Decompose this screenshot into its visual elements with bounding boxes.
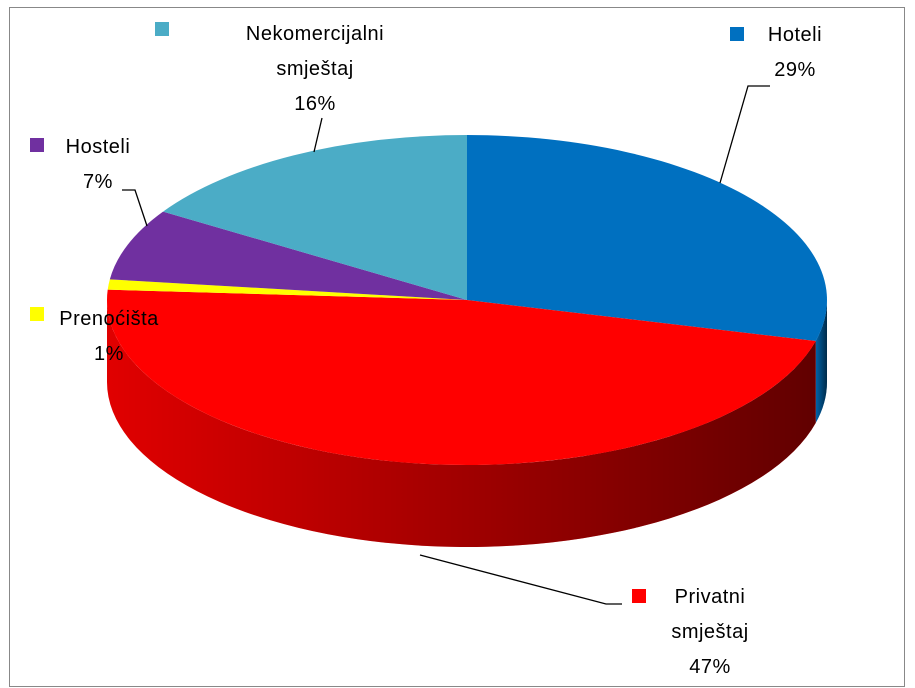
data-label: Nekomercijalni smještaj 16% xyxy=(215,17,415,122)
value-label: 29% xyxy=(774,59,816,81)
leader-line xyxy=(313,117,323,153)
category-label: Hosteli xyxy=(65,136,131,158)
slice-side-shade xyxy=(106,300,816,548)
data-label: Prenoćišta 1% xyxy=(50,302,168,372)
pie-sides xyxy=(106,300,827,548)
slice xyxy=(109,211,467,300)
legend-swatch xyxy=(30,307,44,321)
leader-line xyxy=(122,189,148,227)
legend-swatch xyxy=(632,589,646,603)
category-label: Nekomercijalni smještaj xyxy=(245,23,385,80)
legend-swatch xyxy=(30,138,44,152)
data-label: Hoteli 29% xyxy=(725,18,865,88)
value-label: 47% xyxy=(689,656,731,678)
slice xyxy=(467,135,827,342)
value-label: 16% xyxy=(294,93,336,115)
slice xyxy=(107,279,467,300)
slice-side-shade xyxy=(815,300,827,424)
data-label: Privatni smještaj 47% xyxy=(640,580,780,685)
legend-swatch xyxy=(730,27,744,41)
leader-lines xyxy=(122,85,770,605)
legend-swatch xyxy=(155,22,169,36)
leader-line xyxy=(719,85,770,184)
data-label: Hosteli 7% xyxy=(50,130,146,200)
leader-line xyxy=(419,554,622,605)
value-label: 7% xyxy=(83,171,113,193)
category-label: Privatni smještaj xyxy=(671,586,749,643)
category-label: Prenoćišta xyxy=(59,308,159,330)
chart-border xyxy=(9,7,905,687)
slice xyxy=(163,135,468,300)
pie-tops xyxy=(107,135,827,466)
value-label: 1% xyxy=(94,343,124,365)
category-label: Hoteli xyxy=(767,24,823,46)
slice xyxy=(107,289,816,466)
